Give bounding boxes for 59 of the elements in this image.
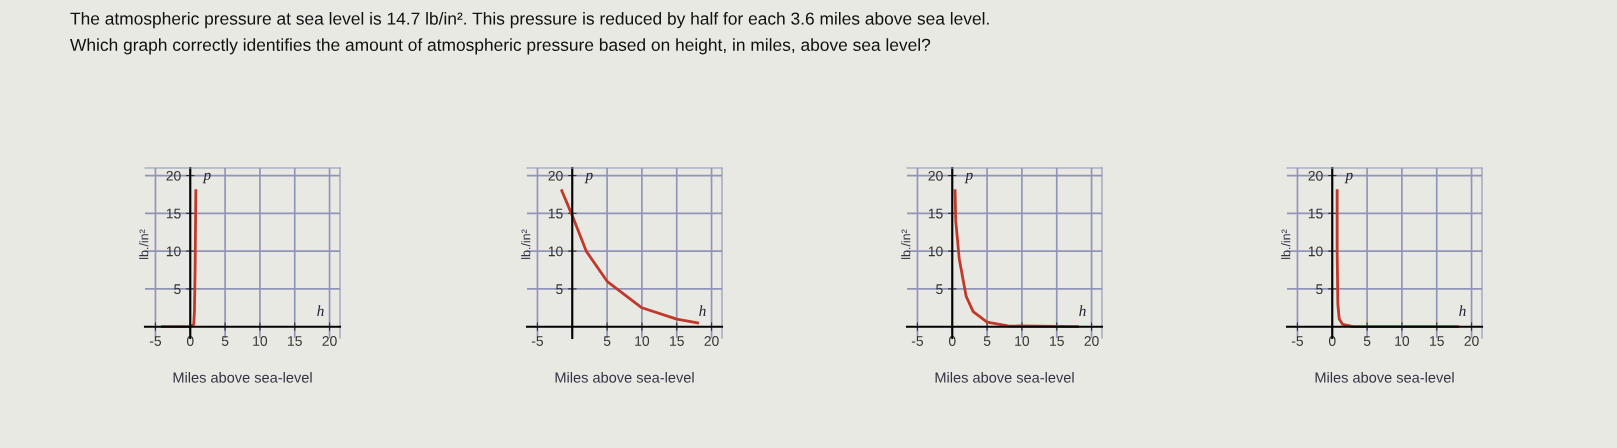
x-tick-label: 15 (1050, 336, 1064, 346)
y-tick-label: 5 (174, 284, 181, 295)
y-tick-label: 10 (928, 246, 943, 257)
x-tick-label: 10 (253, 336, 268, 346)
x-axis-title: Miles above sea-level (1315, 372, 1454, 383)
line-series (953, 189, 1080, 329)
line-series (161, 189, 198, 329)
annotation: p (1344, 172, 1353, 184)
x-tick-label: 10 (1395, 336, 1410, 346)
x-tick-label: 20 (704, 336, 719, 346)
x-tick-label: 0 (1328, 336, 1336, 346)
x-tick-label: 15 (670, 336, 684, 346)
annotation: h (1459, 305, 1466, 316)
x-tick-label: 15 (288, 336, 302, 346)
y-tick-label: 5 (1316, 284, 1323, 295)
annotation: h (317, 305, 324, 316)
x-tick-label: 5 (1363, 336, 1371, 346)
annotation: h (699, 305, 706, 316)
x-tick-label: 5 (221, 336, 229, 346)
x-tick-label: 20 (322, 336, 337, 346)
x-tick-label: 0 (948, 336, 956, 346)
y-tick-label: 20 (166, 170, 181, 181)
y-tick-label: 20 (928, 170, 943, 181)
y-tick-label: 10 (166, 246, 181, 257)
y-tick-label: 15 (166, 208, 181, 219)
y-tick-label: 15 (928, 208, 943, 219)
text: The atmospheric pressure at sea level is 14.7 lb/in². This pressure is reduced by half for each 3.6 miles above sea level. Which graph correctly identifies the amount of atmospheric pressure based on height, in miles, above sea level? (70, 12, 989, 55)
x-tick-label: 20 (1464, 336, 1479, 346)
x-tick-label: 10 (1015, 336, 1030, 346)
y-tick-label: 5 (556, 284, 563, 295)
x-axis-title: Miles above sea-level (935, 372, 1074, 383)
y-axis-title: lb./in² (139, 229, 149, 259)
x-tick-label: -5 (911, 336, 924, 346)
x-tick-label: 10 (635, 336, 650, 346)
x-axis-title: Miles above sea-level (173, 372, 312, 383)
y-axis-title: lb./in² (521, 229, 531, 259)
x-tick-label: -5 (531, 336, 544, 346)
y-tick-label: 5 (936, 284, 943, 295)
y-tick-label: 15 (1308, 208, 1323, 219)
x-tick-label: -5 (149, 336, 162, 346)
x-axis-title: Miles above sea-level (555, 372, 694, 383)
annotation: p (584, 172, 593, 184)
x-tick-label: 0 (186, 336, 194, 346)
y-tick-label: 20 (548, 170, 563, 181)
annotation: h (1079, 305, 1086, 316)
annotation: p (202, 172, 211, 184)
x-tick-label: 5 (983, 336, 991, 346)
y-axis-title: lb./in² (901, 229, 911, 259)
x-tick-label: -5 (1291, 336, 1304, 346)
annotation: p (964, 172, 973, 184)
y-tick-label: 15 (548, 208, 563, 219)
y-tick-label: 10 (1308, 246, 1323, 257)
y-axis-title: lb./in² (1281, 229, 1291, 259)
y-tick-label: 20 (1308, 170, 1323, 181)
line-series (1335, 189, 1460, 329)
x-tick-label: 15 (1430, 336, 1444, 346)
x-tick-label: 20 (1084, 336, 1099, 346)
x-tick-label: 5 (603, 336, 611, 346)
y-tick-label: 10 (548, 246, 563, 257)
